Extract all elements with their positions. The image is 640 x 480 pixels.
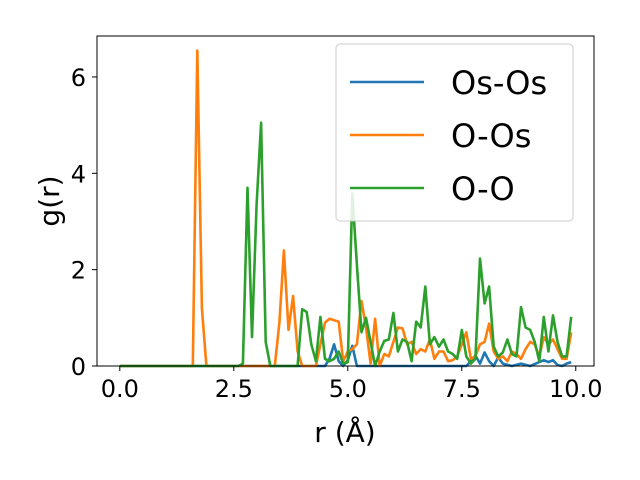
y-axis: 0 2 4 6 <box>71 64 97 381</box>
y-tick-label: 6 <box>71 64 86 92</box>
legend: Os-Os O-Os O-O <box>335 43 574 222</box>
legend-label-os-os: Os-Os <box>451 64 547 102</box>
y-tick-label: 2 <box>71 257 86 285</box>
x-tick-label: 2.5 <box>215 375 253 403</box>
series-line-o-o <box>119 121 573 368</box>
x-tick-label: 10.0 <box>549 375 602 403</box>
x-axis-label: r (Å) <box>314 415 375 449</box>
x-tick-label: 0.0 <box>101 375 139 403</box>
y-tick-label: 0 <box>71 353 86 381</box>
x-tick-label: 7.5 <box>443 375 481 403</box>
x-tick-label: 5.0 <box>329 375 367 403</box>
legend-label-o-os: O-Os <box>451 117 531 155</box>
y-axis-label: g(r) <box>33 175 66 226</box>
plot-area-frame <box>96 35 595 367</box>
legend-box <box>335 43 574 222</box>
legend-label-o-o: O-O <box>451 170 515 208</box>
y-tick-label: 4 <box>71 160 86 188</box>
x-axis: 0.0 2.5 5.0 7.5 10.0 <box>101 366 602 403</box>
